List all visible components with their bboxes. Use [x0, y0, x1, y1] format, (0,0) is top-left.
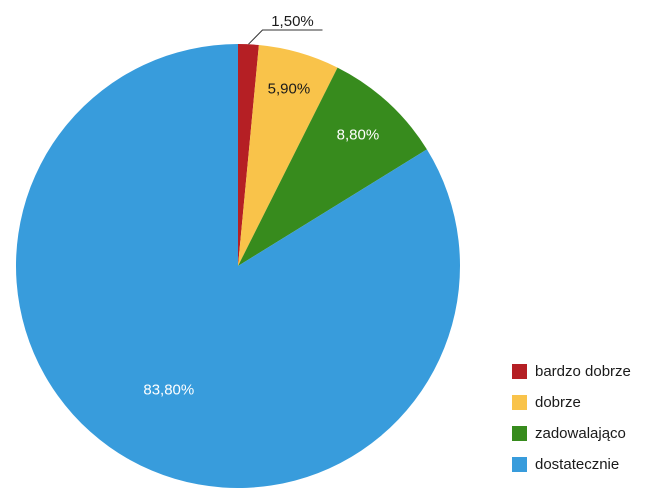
pie-data-labels: 1,50% 5,90% 8,80% 83,80%: [143, 13, 379, 399]
leader-line-bardzo-dobrze: [248, 29, 323, 45]
legend-item-dostatecznie: dostatecznie: [512, 449, 631, 480]
pie-leader-lines: [248, 29, 323, 45]
data-label-dostatecznie: 83,80%: [143, 382, 194, 399]
pie-slice-dobrze: [238, 44, 338, 266]
pie-slice-bardzo-dobrze: [238, 44, 259, 266]
data-label-zadowalajaco: 8,80%: [337, 127, 380, 144]
legend-label-zadowalajaco: zadowalająco: [535, 425, 626, 442]
chart-legend: bardzo dobrze dobrze zadowalająco dostatecz…: [512, 356, 631, 480]
pie-slices: [15, 44, 461, 488]
legend-label-bardzo-dobrze: bardzo dobrze: [535, 363, 631, 380]
legend-swatch-zadowalajaco: [512, 426, 527, 441]
legend-item-dobrze: dobrze: [512, 387, 631, 418]
legend-swatch-dobrze: [512, 395, 527, 410]
data-label-dobrze: 5,90%: [268, 80, 311, 97]
pie-slice-dostatecznie: [15, 44, 461, 488]
data-label-bardzo-dobrze: 1,50%: [271, 13, 314, 30]
legend-item-zadowalajaco: zadowalająco: [512, 418, 631, 449]
legend-swatch-bardzo-dobrze: [512, 364, 527, 379]
legend-label-dobrze: dobrze: [535, 394, 581, 411]
legend-item-bardzo-dobrze: bardzo dobrze: [512, 356, 631, 387]
pie-slice-zadowalajaco: [238, 67, 427, 266]
legend-label-dostatecznie: dostatecznie: [535, 456, 620, 473]
legend-swatch-dostatecznie: [512, 457, 527, 472]
